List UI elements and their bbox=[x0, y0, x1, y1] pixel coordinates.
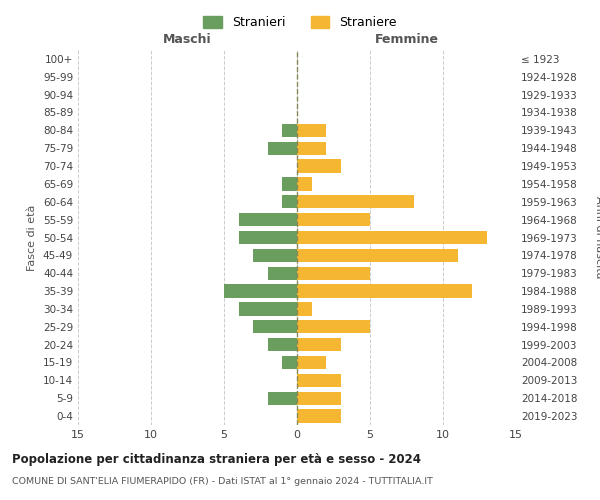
Bar bbox=[239, 213, 297, 226]
Bar bbox=[297, 392, 341, 405]
Bar bbox=[268, 338, 297, 351]
Bar bbox=[297, 124, 326, 137]
Bar bbox=[283, 195, 297, 208]
Bar bbox=[283, 356, 297, 369]
Text: Maschi: Maschi bbox=[163, 34, 212, 46]
Bar bbox=[297, 338, 341, 351]
Y-axis label: Fasce di età: Fasce di età bbox=[28, 204, 37, 270]
Bar bbox=[268, 392, 297, 405]
Bar bbox=[297, 160, 341, 173]
Bar bbox=[297, 248, 458, 262]
Bar bbox=[297, 177, 311, 190]
Bar bbox=[297, 302, 311, 316]
Bar bbox=[297, 266, 370, 280]
Y-axis label: Anni di nascita: Anni di nascita bbox=[594, 196, 600, 279]
Bar bbox=[297, 284, 472, 298]
Bar bbox=[297, 142, 326, 155]
Bar bbox=[297, 374, 341, 387]
Text: Femmine: Femmine bbox=[374, 34, 439, 46]
Text: COMUNE DI SANT'ELIA FIUMERAPIDO (FR) - Dati ISTAT al 1° gennaio 2024 - TUTTITALI: COMUNE DI SANT'ELIA FIUMERAPIDO (FR) - D… bbox=[12, 478, 433, 486]
Bar bbox=[268, 266, 297, 280]
Bar bbox=[253, 248, 297, 262]
Bar bbox=[297, 320, 370, 334]
Bar bbox=[297, 356, 326, 369]
Bar bbox=[283, 124, 297, 137]
Bar bbox=[253, 320, 297, 334]
Bar bbox=[297, 213, 370, 226]
Bar bbox=[297, 195, 414, 208]
Bar bbox=[297, 410, 341, 423]
Bar bbox=[268, 142, 297, 155]
Bar bbox=[283, 177, 297, 190]
Legend: Stranieri, Straniere: Stranieri, Straniere bbox=[198, 11, 402, 34]
Bar bbox=[239, 302, 297, 316]
Bar bbox=[297, 231, 487, 244]
Text: Popolazione per cittadinanza straniera per età e sesso - 2024: Popolazione per cittadinanza straniera p… bbox=[12, 452, 421, 466]
Bar bbox=[224, 284, 297, 298]
Bar bbox=[239, 231, 297, 244]
